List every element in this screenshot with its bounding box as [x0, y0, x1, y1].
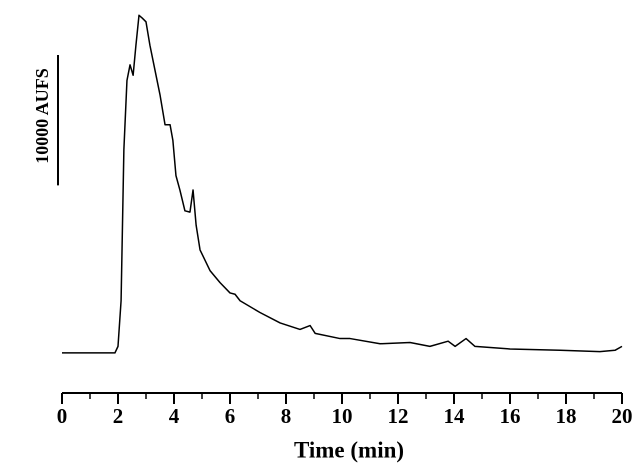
x-tick-label: 2 [113, 404, 124, 428]
x-axis-title: Time (min) [294, 437, 404, 462]
x-tick-label: 20 [612, 404, 633, 428]
x-tick-label: 10 [332, 404, 353, 428]
x-tick-label: 8 [281, 404, 292, 428]
x-tick-label: 12 [388, 404, 409, 428]
x-tick-label: 6 [225, 404, 236, 428]
scale-bar-label: 10000 AUFS [32, 68, 52, 164]
x-tick-label: 0 [57, 404, 68, 428]
chromatogram-line [62, 14, 623, 354]
x-tick-label: 14 [444, 404, 466, 428]
x-tick-label: 16 [500, 404, 521, 428]
x-tick-label: 18 [556, 404, 577, 428]
x-tick-label: 4 [169, 404, 180, 428]
